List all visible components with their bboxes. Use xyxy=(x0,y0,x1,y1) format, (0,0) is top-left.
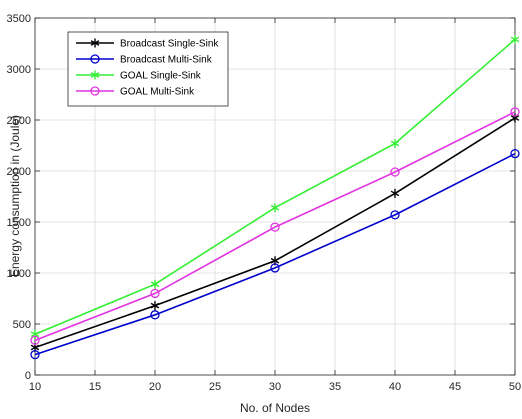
data-point xyxy=(390,167,400,177)
asterisk-stroke xyxy=(270,257,280,264)
data-point xyxy=(150,288,160,299)
legend: Broadcast Single-Sink Broadcast Multi-Sin… xyxy=(67,31,229,107)
x-tick-label: 40 xyxy=(389,381,401,393)
y-tick-label: 3000 xyxy=(7,64,31,76)
data-point xyxy=(390,188,400,198)
y-tick-label: 3500 xyxy=(7,13,31,25)
data-point xyxy=(150,301,160,311)
x-tick-label: 15 xyxy=(89,381,101,393)
legend-item: GOAL Single-Sink xyxy=(76,70,202,82)
series-line xyxy=(34,152,516,356)
tick-marks xyxy=(34,17,516,376)
series-4 xyxy=(30,107,520,345)
legend-item: Broadcast Multi-Sink xyxy=(76,54,213,66)
asterisk-stroke xyxy=(510,36,520,43)
x-tick-label: 30 xyxy=(269,381,281,393)
legend-marker xyxy=(90,86,100,96)
y-axis-label: Energy consumption in (Joule) xyxy=(8,115,22,277)
x-tick-label: 50 xyxy=(509,381,521,393)
asterisk-stroke xyxy=(150,281,160,288)
y-tick-label: 2000 xyxy=(7,166,31,178)
y-tick-label: 0 xyxy=(25,370,31,382)
data-point xyxy=(150,279,160,289)
legend-label: GOAL Multi-Sink xyxy=(120,87,195,98)
legend-item: Broadcast Single-Sink xyxy=(76,38,219,50)
series-layer xyxy=(30,34,520,360)
asterisk-stroke xyxy=(90,40,100,46)
asterisk-stroke xyxy=(150,302,160,309)
data-point xyxy=(270,203,280,213)
legend-marker xyxy=(90,38,100,48)
asterisk-stroke xyxy=(390,140,400,147)
y-tick-label: 2500 xyxy=(7,115,31,127)
data-point xyxy=(390,210,400,220)
data-point xyxy=(390,138,400,148)
legend-label: Broadcast Single-Sink xyxy=(120,39,219,50)
y-tick-label: 1000 xyxy=(7,268,31,280)
asterisk-stroke xyxy=(510,115,520,121)
x-axis-label: No. of Nodes xyxy=(240,401,310,415)
asterisk-stroke xyxy=(30,344,40,351)
x-tick-label: 20 xyxy=(149,381,161,393)
data-point xyxy=(510,107,520,117)
data-point xyxy=(510,149,520,159)
y-tick-label: 500 xyxy=(13,319,31,331)
x-tick-label: 10 xyxy=(29,381,41,393)
legend-marker xyxy=(90,54,100,64)
legend-item: GOAL Multi-Sink xyxy=(76,86,195,98)
data-point xyxy=(510,34,520,44)
data-point xyxy=(150,310,160,320)
series-1 xyxy=(30,113,520,352)
asterisk-stroke xyxy=(30,331,40,338)
series-2 xyxy=(30,149,520,360)
data-point xyxy=(30,329,40,339)
asterisk-stroke xyxy=(90,72,100,78)
x-tick-label: 35 xyxy=(329,381,341,393)
y-tick-label: 1500 xyxy=(7,217,31,229)
asterisk-stroke xyxy=(270,204,280,211)
x-tick-label: 45 xyxy=(449,381,461,393)
x-tick-label: 25 xyxy=(209,381,221,393)
legend-label: Broadcast Multi-Sink xyxy=(120,55,213,66)
data-point xyxy=(30,335,40,345)
data-point xyxy=(270,263,280,273)
data-point xyxy=(510,113,520,123)
series-line xyxy=(34,111,516,342)
series-3 xyxy=(30,34,520,339)
asterisk-stroke xyxy=(390,190,400,197)
legend-label: GOAL Single-Sink xyxy=(120,71,202,82)
data-point xyxy=(30,349,40,360)
legend-marker xyxy=(90,70,100,80)
data-point xyxy=(270,222,280,232)
